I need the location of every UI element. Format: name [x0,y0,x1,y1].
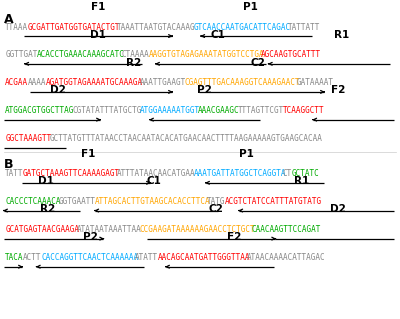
Text: GATGCTAAAGTTCAAAAGAGT: GATGCTAAAGTTCAAAAGAGT [23,169,120,178]
Text: AACAGCAATGATTGGGTTAA: AACAGCAATGATTGGGTTAA [158,253,250,262]
Text: F2: F2 [227,233,241,242]
Text: ACGTCTATCCATTTATGTATG: ACGTCTATCCATTTATGTATG [225,197,322,206]
Text: TATTATT: TATTATT [288,23,320,32]
Text: ACTT: ACTT [23,253,42,262]
Text: ATATT: ATATT [135,253,158,262]
Text: GCGATTGATGGTGATACTGT: GCGATTGATGGTGATACTGT [28,23,120,32]
Text: C2: C2 [250,58,266,68]
Text: P1: P1 [238,149,254,159]
Text: D1: D1 [38,176,54,186]
Text: AAAA: AAAA [28,78,46,87]
Text: AAACGAAGC: AAACGAAGC [198,106,240,115]
Text: CCGAAGATAAAAAAGAACCTCTGCT: CCGAAGATAAAAAAGAACCTCTGCT [140,225,255,234]
Text: R1: R1 [294,176,310,186]
Text: TAAATTAATGTACAAAG: TAAATTAATGTACAAAG [117,23,196,32]
Text: F2: F2 [331,85,345,95]
Text: AAATGATTATGGCTCAGGTA: AAATGATTATGGCTCAGGTA [193,169,286,178]
Text: ATTAGCACTTGTAAGCACACCTTCA: ATTAGCACTTGTAAGCACACCTTCA [95,197,210,206]
Text: D2: D2 [50,85,66,95]
Text: CACCCTCAAACA: CACCCTCAAACA [5,197,61,206]
Text: CAACAAGTTCCAGAT: CAACAAGTTCCAGAT [252,225,321,234]
Text: CACCAGGTTCAACTCAAAAAA: CACCAGGTTCAACTCAAAAAA [41,253,138,262]
Text: GGTGAATT: GGTGAATT [59,197,96,206]
Text: ATGGAAAAATGGT: ATGGAAAAATGGT [140,106,200,115]
Text: CGTATATTTATGCTG: CGTATATTTATGCTG [72,106,142,115]
Text: TACA: TACA [5,253,24,262]
Text: AAGGTGTAGAGAAATATGGTCCTGA: AAGGTGTAGAGAAATATGGTCCTGA [148,50,264,59]
Text: C2: C2 [208,204,224,214]
Text: P2: P2 [82,233,98,242]
Text: R1: R1 [334,30,350,40]
Text: GATAAAAT: GATAAAAT [296,78,333,87]
Text: ACGAA: ACGAA [5,78,28,87]
Text: ATAACAAAACATTAGAC: ATAACAAAACATTAGAC [247,253,326,262]
Text: TATT: TATT [5,169,24,178]
Text: C1: C1 [210,30,226,40]
Text: AGATGGTAGAAAATGCAAAGA: AGATGGTAGAAAATGCAAAGA [46,78,143,87]
Text: F1: F1 [91,2,105,12]
Text: B: B [4,158,14,171]
Text: TCAAGGCTT: TCAAGGCTT [283,106,324,115]
Text: GTCAACCAATGACATTCAGAC: GTCAACCAATGACATTCAGAC [193,23,290,32]
Text: CT: CT [283,169,292,178]
Text: TTAAA: TTAAA [5,23,28,32]
Text: P2: P2 [196,85,212,95]
Text: GCATGAGTAACGAAGA: GCATGAGTAACGAAGA [5,225,79,234]
Text: R2: R2 [40,204,56,214]
Text: D1: D1 [90,30,106,40]
Text: A: A [4,13,14,26]
Text: ATATAATAAATTAA: ATATAATAAATTAA [77,225,142,234]
Text: TTTAGTTCGT: TTTAGTTCGT [238,106,284,115]
Text: R2: R2 [126,58,142,68]
Text: P1: P1 [242,2,258,12]
Text: CGAGTTTGACAAAGGTCAAAGAACT: CGAGTTTGACAAAGGTCAAAGAACT [184,78,300,87]
Text: GCTATC: GCTATC [292,169,320,178]
Text: TATG: TATG [207,197,225,206]
Text: AAATTGAAGT: AAATTGAAGT [140,78,186,87]
Text: GCTTATGTTTATAACCTAACAATACACATGAACAACTTTTAAGAAAAAGTGAAGCACAA: GCTTATGTTTATAACCTAACAATACACATGAACAACTTTT… [50,134,323,143]
Text: D2: D2 [330,204,346,214]
Text: CTAAAA: CTAAAA [122,50,150,59]
Text: AGCAAGTGCATTT: AGCAAGTGCATTT [260,50,321,59]
Text: F1: F1 [81,149,95,159]
Text: ATTTATAACAACATGAA: ATTTATAACAACATGAA [117,169,196,178]
Text: GGTTGAT: GGTTGAT [5,50,38,59]
Text: ATGGACGTGGCTTAG: ATGGACGTGGCTTAG [5,106,74,115]
Text: GGCTAAAGTT: GGCTAAAGTT [5,134,52,143]
Text: ACACCTGAAACAAAGCATC: ACACCTGAAACAAAGCATC [36,50,124,59]
Text: C1: C1 [146,176,162,186]
